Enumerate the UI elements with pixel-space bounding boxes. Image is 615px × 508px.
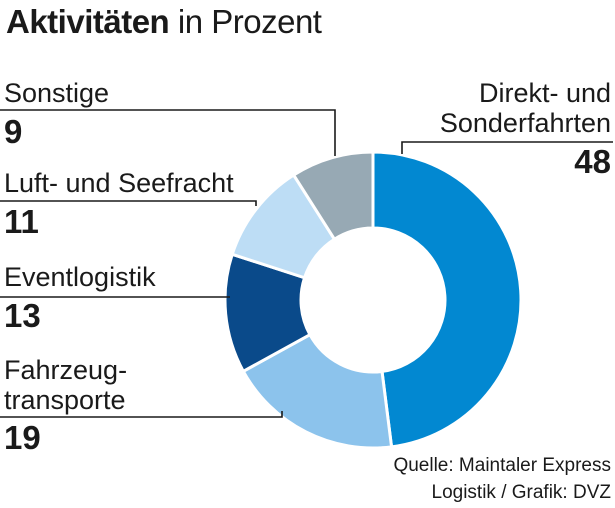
- slice-value-event: 13: [4, 297, 41, 334]
- leader-line-direkt: [401, 141, 613, 154]
- slice-value-direkt: 48: [574, 143, 611, 180]
- slice-value-luft: 11: [4, 203, 39, 240]
- slice-label-sonstige: Sonstige: [4, 78, 110, 108]
- slice-sonstige: [292, 150, 375, 241]
- slice-label-luft: Luft- und Seefracht: [4, 168, 234, 198]
- leader-line-sonstige: [0, 109, 336, 156]
- slice-value-fahrzeug: 19: [4, 419, 41, 456]
- slice-fahrzeug: [241, 333, 394, 450]
- leader-line-luft: [0, 200, 257, 206]
- slice-value-sonstige: 9: [4, 113, 23, 150]
- slice-label-fahrzeug: Fahrzeug- transporte: [4, 355, 128, 415]
- source-note: Quelle: Maintaler Express Logistik / Gra…: [393, 455, 611, 503]
- slice-label-event: Eventlogistik: [4, 262, 156, 292]
- chart-title: Aktivitäten in Prozent: [6, 2, 322, 42]
- slice-label-direkt: Direkt- und Sonderfahrten: [439, 78, 611, 138]
- slice-direkt: [371, 150, 523, 449]
- chart-title-bold: Aktivitäten: [6, 3, 170, 40]
- chart-title-rest: in Prozent: [177, 3, 322, 40]
- leader-line-fahrzeug: [0, 411, 283, 418]
